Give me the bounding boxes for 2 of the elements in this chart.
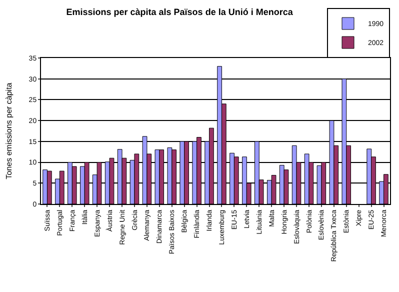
y-axis-title: Tones emissions per càpita: [4, 82, 14, 180]
chart-title: Emissions per càpita als Països de la Unió i Menorca: [66, 7, 294, 18]
